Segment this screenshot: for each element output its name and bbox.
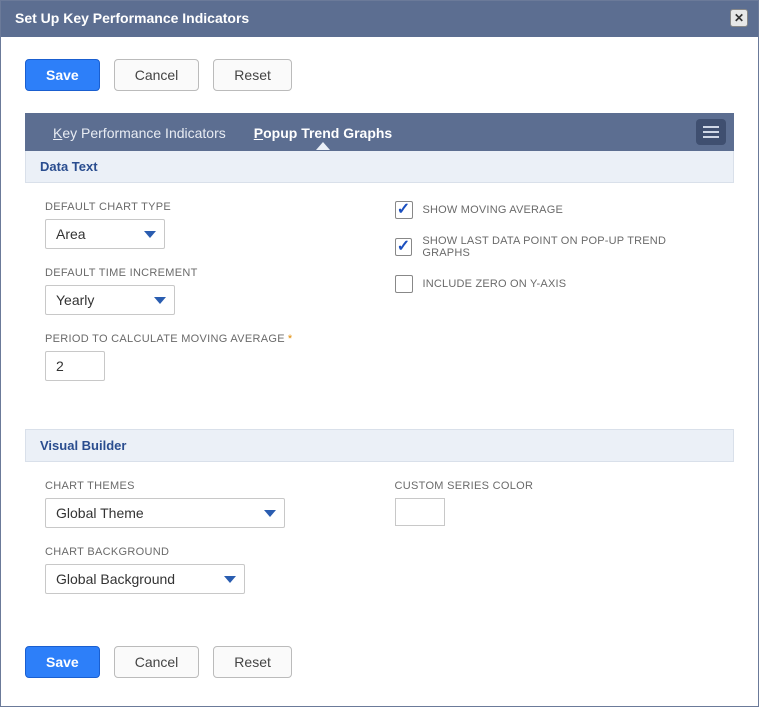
tab-menu-icon[interactable] — [696, 119, 726, 145]
section-data-text-body: DEFAULT CHART TYPE Area DEFAULT TIME INC… — [25, 183, 734, 405]
select-default-chart-type-value: Area — [56, 226, 86, 242]
label-period-moving-avg: PERIOD TO CALCULATE MOVING AVERAGE* — [45, 333, 365, 345]
tab-bar: Key Performance Indicators Popup Trend G… — [25, 113, 734, 151]
visual-builder-left-col: CHART THEMES Global Theme CHART BACKGROU… — [45, 480, 365, 612]
required-indicator: * — [288, 333, 293, 345]
field-chart-themes: CHART THEMES Global Theme — [45, 480, 365, 528]
row-show-moving-avg: SHOW MOVING AVERAGE — [395, 201, 715, 219]
label-chart-background: CHART BACKGROUND — [45, 546, 365, 558]
section-data-text-header: Data Text — [25, 151, 734, 183]
tab-popup-trend-graphs[interactable]: Popup Trend Graphs — [240, 115, 406, 149]
close-icon[interactable]: ✕ — [730, 9, 748, 27]
tab-popup-label: opup Trend Graphs — [263, 125, 392, 141]
input-period-moving-avg-value: 2 — [56, 358, 64, 374]
cancel-button[interactable]: Cancel — [114, 59, 200, 91]
field-period-moving-avg: PERIOD TO CALCULATE MOVING AVERAGE* 2 — [45, 333, 365, 381]
input-period-moving-avg[interactable]: 2 — [45, 351, 105, 381]
save-button-bottom[interactable]: Save — [25, 646, 100, 678]
label-default-time-increment: DEFAULT TIME INCREMENT — [45, 267, 365, 279]
row-show-last-dp: SHOW LAST DATA POINT ON POP-UP TREND GRA… — [395, 235, 715, 259]
visual-builder-right-col: CUSTOM SERIES COLOR — [395, 480, 715, 612]
select-chart-themes-value: Global Theme — [56, 505, 144, 521]
color-picker-custom-series[interactable] — [395, 498, 445, 526]
checkbox-include-zero[interactable] — [395, 275, 413, 293]
tab-kpi-label: ey Performance Indicators — [62, 125, 225, 141]
chevron-down-icon — [154, 297, 166, 304]
section-visual-builder-header: Visual Builder — [25, 429, 734, 462]
label-include-zero: INCLUDE ZERO ON Y-AXIS — [423, 278, 567, 290]
checkbox-show-moving-avg[interactable] — [395, 201, 413, 219]
save-button[interactable]: Save — [25, 59, 100, 91]
row-include-zero: INCLUDE ZERO ON Y-AXIS — [395, 275, 715, 293]
chevron-down-icon — [144, 231, 156, 238]
kpi-setup-dialog: Set Up Key Performance Indicators ✕ Save… — [0, 0, 759, 707]
top-button-row: Save Cancel Reset — [25, 59, 734, 91]
select-default-chart-type[interactable]: Area — [45, 219, 165, 249]
section-visual-builder-body: CHART THEMES Global Theme CHART BACKGROU… — [25, 462, 734, 618]
cancel-button-bottom[interactable]: Cancel — [114, 646, 200, 678]
reset-button[interactable]: Reset — [213, 59, 292, 91]
select-chart-background[interactable]: Global Background — [45, 564, 245, 594]
dialog-content: Save Cancel Reset Key Performance Indica… — [1, 37, 758, 706]
field-default-time-increment: DEFAULT TIME INCREMENT Yearly — [45, 267, 365, 315]
data-text-right-col: SHOW MOVING AVERAGE SHOW LAST DATA POINT… — [395, 201, 715, 399]
label-chart-themes: CHART THEMES — [45, 480, 365, 492]
chevron-down-icon — [224, 576, 236, 583]
select-chart-themes[interactable]: Global Theme — [45, 498, 285, 528]
label-default-chart-type: DEFAULT CHART TYPE — [45, 201, 365, 213]
reset-button-bottom[interactable]: Reset — [213, 646, 292, 678]
chevron-down-icon — [264, 510, 276, 517]
select-default-time-increment[interactable]: Yearly — [45, 285, 175, 315]
dialog-title: Set Up Key Performance Indicators — [15, 10, 249, 26]
tab-kpi-hotkey: K — [53, 125, 62, 141]
tab-popup-hotkey: P — [254, 125, 263, 141]
checkbox-show-last-dp[interactable] — [395, 238, 413, 256]
bottom-button-row: Save Cancel Reset — [25, 646, 734, 678]
label-show-moving-avg: SHOW MOVING AVERAGE — [423, 204, 564, 216]
tab-kpi[interactable]: Key Performance Indicators — [39, 115, 240, 149]
field-default-chart-type: DEFAULT CHART TYPE Area — [45, 201, 365, 249]
field-chart-background: CHART BACKGROUND Global Background — [45, 546, 365, 594]
titlebar: Set Up Key Performance Indicators ✕ — [1, 1, 758, 37]
label-custom-series-color: CUSTOM SERIES COLOR — [395, 480, 715, 492]
data-text-left-col: DEFAULT CHART TYPE Area DEFAULT TIME INC… — [45, 201, 365, 399]
label-show-last-dp: SHOW LAST DATA POINT ON POP-UP TREND GRA… — [422, 235, 714, 259]
select-default-time-increment-value: Yearly — [56, 292, 94, 308]
field-custom-series-color: CUSTOM SERIES COLOR — [395, 480, 715, 526]
select-chart-background-value: Global Background — [56, 571, 175, 587]
